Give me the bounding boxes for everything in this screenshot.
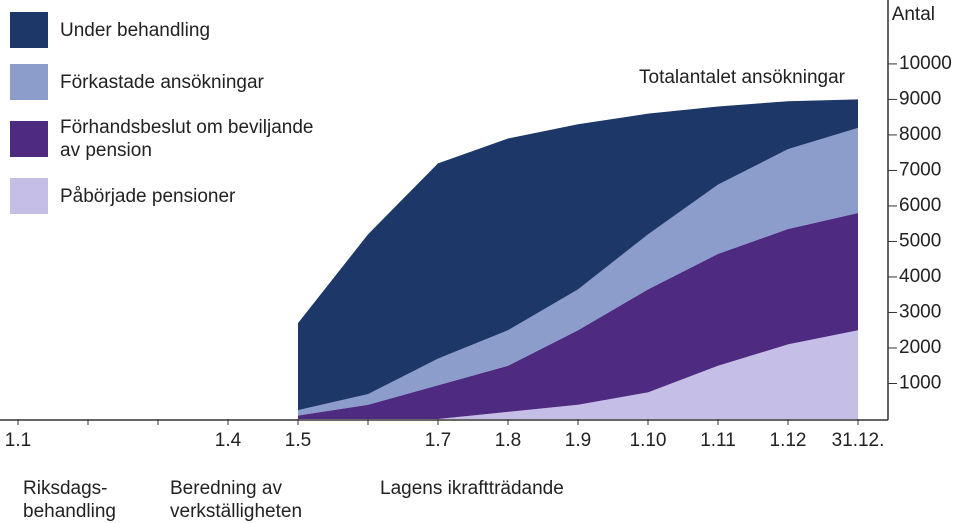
phase-label: Beredning av bbox=[170, 478, 282, 499]
y-axis-label: Antal bbox=[892, 4, 935, 25]
legend-swatch bbox=[10, 121, 48, 157]
legend-swatch bbox=[10, 64, 48, 100]
x-tick-label: 1.8 bbox=[495, 430, 521, 451]
legend-label: Påbörjade pensioner bbox=[60, 185, 236, 207]
legend-item: Under behandling bbox=[10, 12, 330, 48]
y-tick-label: 2000 bbox=[899, 337, 941, 358]
legend: Under behandling Förkastade ansökningar Fö… bbox=[10, 12, 330, 230]
phase-label: behandling bbox=[23, 501, 116, 522]
y-tick-label: 5000 bbox=[899, 230, 941, 251]
area bbox=[298, 330, 858, 419]
x-tick-label: 1.7 bbox=[425, 430, 451, 451]
area bbox=[298, 127, 858, 416]
phase-label: Lagens ikraftträdande bbox=[380, 478, 564, 499]
y-tick-label: 8000 bbox=[899, 124, 941, 145]
x-tick-label: 1.9 bbox=[565, 430, 591, 451]
x-tick-label: 1.12 bbox=[770, 430, 807, 451]
legend-item: Påbörjade pensioner bbox=[10, 178, 330, 214]
legend-item: Förhandsbeslut om beviljande av pension bbox=[10, 116, 330, 162]
y-tick-label: 6000 bbox=[899, 195, 941, 216]
legend-label: Under behandling bbox=[60, 19, 211, 41]
y-tick-label: 4000 bbox=[899, 266, 941, 287]
x-tick-label: 1.1 bbox=[5, 430, 31, 451]
area bbox=[298, 213, 858, 419]
x-tick-label: 1.5 bbox=[285, 430, 311, 451]
phase-label: Riksdags- bbox=[23, 478, 107, 499]
x-tick-label: 1.11 bbox=[700, 430, 736, 451]
legend-swatch bbox=[10, 178, 48, 214]
legend-swatch bbox=[10, 12, 48, 48]
x-tick-label: 1.4 bbox=[215, 430, 242, 451]
legend-item: Förkastade ansökningar bbox=[10, 64, 330, 100]
y-tick-label: 7000 bbox=[899, 159, 941, 180]
legend-label: Förkastade ansökningar bbox=[60, 71, 264, 93]
y-tick-label: 3000 bbox=[899, 301, 941, 322]
annotation: Totalantalet ansökningar bbox=[639, 67, 846, 88]
y-tick-label: 9000 bbox=[899, 88, 941, 109]
y-tick-label: 1000 bbox=[899, 373, 941, 394]
area bbox=[298, 99, 858, 411]
x-tick-label: 1.10 bbox=[630, 430, 667, 451]
x-tick-label: 31.12. bbox=[832, 430, 885, 451]
phase-label: verkställigheten bbox=[170, 501, 302, 522]
legend-label: Förhandsbeslut om beviljande av pension bbox=[60, 117, 314, 161]
y-tick-label: 10000 bbox=[899, 53, 952, 74]
